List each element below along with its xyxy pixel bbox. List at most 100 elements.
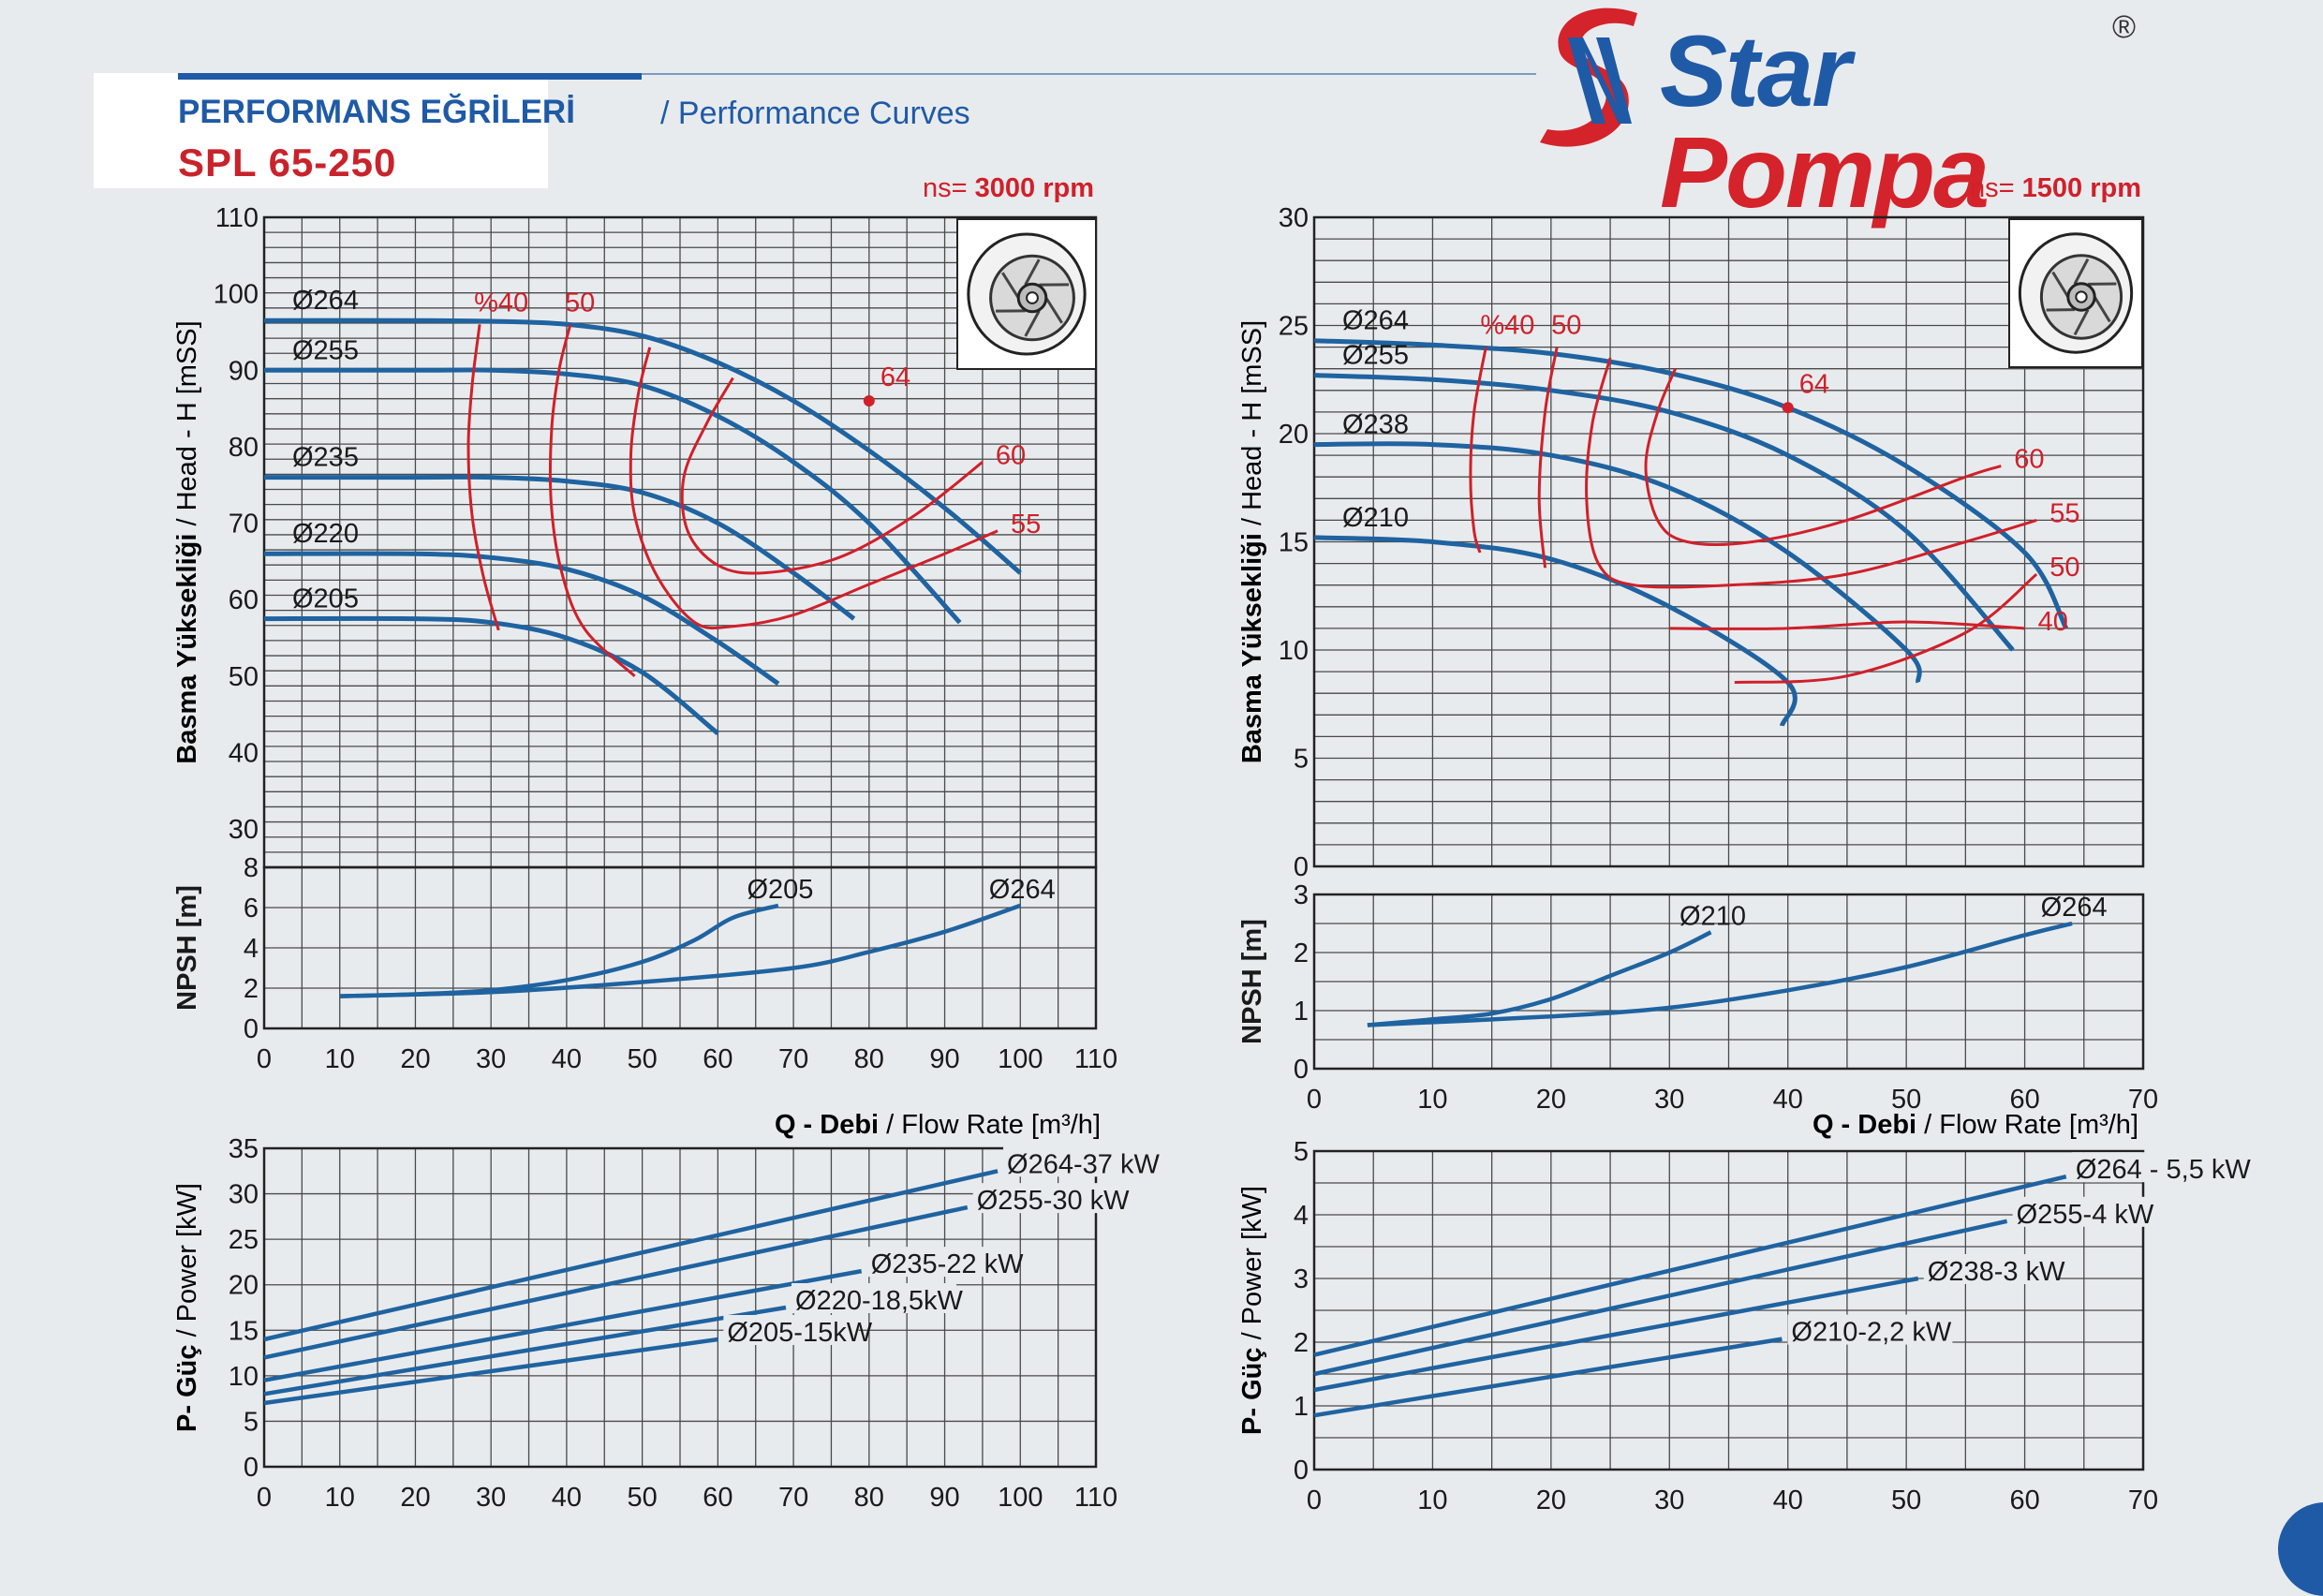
- best-efficiency-label: 64: [880, 362, 910, 392]
- head-curve: [1314, 538, 1795, 726]
- power-left-x-tick-label: 0: [257, 1483, 272, 1513]
- power-left-y-tick-label: 10: [229, 1362, 259, 1392]
- head-curve-label: Ø205: [292, 584, 359, 614]
- power-right-x-tick-label: 60: [2009, 1485, 2039, 1515]
- power-left-x-tick-label: 70: [778, 1483, 808, 1513]
- power-left-x-tick-label: 110: [1074, 1483, 1117, 1513]
- efficiency-curve: [682, 378, 983, 574]
- head-axis-title: Basma Yüksekliği / Head - H [mSS]: [1237, 320, 1267, 763]
- npsh-right-y-tick-label: 1: [1294, 997, 1309, 1027]
- npsh-right-x-tick-label: 30: [1654, 1085, 1684, 1115]
- efficiency-label: 55: [2049, 498, 2079, 528]
- power-left-x-tick-label: 50: [628, 1483, 658, 1513]
- power-right-x-tick-label: 70: [2128, 1485, 2158, 1515]
- power-left-y-tick-label: 5: [244, 1407, 259, 1437]
- efficiency-label: 55: [1011, 510, 1041, 539]
- power-left-y-tick-label: 25: [229, 1225, 259, 1255]
- head-curve: [1314, 376, 2013, 650]
- impeller-bore: [1027, 292, 1038, 303]
- head-left-y-tick-label: 60: [229, 585, 259, 615]
- power-right-x-tick-label: 10: [1417, 1485, 1447, 1515]
- performance-charts: ns= 3000 rpm30405060708090100110Ø264Ø255…: [0, 0, 2323, 1547]
- npsh-curve-label: Ø210: [1679, 901, 1746, 931]
- npsh-left-x-tick-label: 50: [628, 1044, 658, 1074]
- head-curve-label: Ø220: [292, 519, 359, 549]
- npsh-left-x-tick-label: 30: [476, 1044, 506, 1074]
- flow-axis-title-bold: Q - Debi: [775, 1110, 879, 1140]
- flow-axis-title: Q - Debi / Flow Rate [m³/h]: [775, 1110, 1101, 1140]
- power-right-y-tick-label: 4: [1294, 1201, 1309, 1231]
- power-right-x-tick-label: 20: [1536, 1485, 1566, 1515]
- head-right-y-tick-label: 15: [1279, 528, 1309, 558]
- speed-label-right: ns= 1500 rpm: [1970, 173, 2141, 203]
- head-left-y-tick-label: 110: [215, 203, 259, 233]
- efficiency-label: %40: [474, 288, 528, 318]
- impeller-bore: [2076, 291, 2086, 302]
- power-left-x-tick-label: 100: [998, 1483, 1043, 1513]
- head-right-y-tick-label: 10: [1279, 636, 1309, 666]
- power-axis-title-rest: / Power [kW]: [1237, 1186, 1267, 1347]
- power-left-x-tick-label: 80: [854, 1483, 884, 1513]
- npsh-right-y-tick-label: 2: [1294, 938, 1309, 968]
- head-axis-title-rest: / Head - H [mSS]: [1237, 320, 1267, 533]
- npsh-left-x-tick-label: 40: [552, 1044, 582, 1074]
- npsh-curve-label: Ø205: [747, 875, 813, 905]
- head-curve-label: Ø238: [1342, 410, 1409, 440]
- npsh-axis-title: NPSH [m]: [1237, 919, 1267, 1044]
- power-left-x-tick-label: 60: [703, 1483, 732, 1513]
- head-right-y-tick-label: 0: [1294, 852, 1309, 882]
- head-curve-label: Ø210: [1342, 503, 1409, 533]
- speed-value: 3000 rpm: [975, 173, 1094, 203]
- impeller-image-icon: [969, 234, 1085, 354]
- power-right-y-tick-label: 5: [1294, 1137, 1309, 1167]
- power-left-x-tick-label: 10: [325, 1483, 355, 1513]
- power-right-y-tick-label: 1: [1294, 1392, 1309, 1422]
- catalog-page: PERFORMANS EĞRİLERİ / Performance Curves…: [0, 0, 2323, 1547]
- head-left-y-tick-label: 90: [229, 356, 259, 386]
- npsh-left-x-tick-label: 20: [400, 1044, 430, 1074]
- head-right-y-tick-label: 30: [1279, 203, 1309, 233]
- flow-axis-title-rest: / Flow Rate [m³/h]: [879, 1110, 1101, 1140]
- efficiency-curve: [1471, 347, 1486, 553]
- ns-prefix: ns=: [1970, 173, 2022, 203]
- efficiency-label: 40: [2038, 607, 2068, 637]
- efficiency-label: 50: [1551, 311, 1581, 341]
- head-right-y-tick-label: 20: [1279, 420, 1309, 450]
- power-axis-title-bold: P- Güç: [172, 1344, 202, 1431]
- power-curve-label: Ø220-18,5kW: [795, 1286, 964, 1316]
- npsh-axis-title: NPSH [m]: [172, 885, 202, 1011]
- npsh-left-y-tick-label: 2: [244, 974, 259, 1004]
- npsh-curve-label: Ø264: [989, 875, 1056, 905]
- power-axis-title-bold: P- Güç: [1237, 1347, 1267, 1434]
- npsh-left-x-tick-label: 80: [854, 1044, 884, 1074]
- npsh-right-x-tick-label: 10: [1417, 1085, 1447, 1115]
- npsh-right-x-tick-label: 40: [1773, 1085, 1803, 1115]
- flow-axis-title: Q - Debi / Flow Rate [m³/h]: [1813, 1110, 2138, 1140]
- power-curve-label: Ø255-4 kW: [2017, 1200, 2154, 1230]
- npsh-left-y-tick-label: 8: [244, 853, 259, 883]
- power-left-x-tick-label: 40: [552, 1483, 582, 1513]
- npsh-left-x-tick-label: 90: [929, 1044, 959, 1074]
- impeller-image-icon: [2020, 234, 2131, 352]
- head-curve-label: Ø255: [1342, 341, 1409, 371]
- speed-value: 1500 rpm: [2022, 173, 2141, 203]
- efficiency-label: 60: [996, 440, 1026, 470]
- power-curve-label: Ø238-3 kW: [1928, 1257, 2065, 1287]
- head-curve-label: Ø235: [292, 443, 359, 473]
- power-axis-title: P- Güç / Power [kW]: [172, 1183, 202, 1432]
- npsh-left-y-tick-label: 6: [244, 894, 259, 924]
- efficiency-label: 50: [565, 288, 595, 318]
- npsh-curve: [340, 906, 778, 997]
- best-efficiency-point: [864, 395, 875, 406]
- npsh-left-x-tick-label: 10: [325, 1044, 355, 1074]
- npsh-left-x-tick-label: 70: [778, 1044, 808, 1074]
- power-right-y-tick-label: 0: [1294, 1456, 1309, 1485]
- power-axis-title-rest: / Power [kW]: [172, 1183, 202, 1344]
- npsh-right-x-tick-label: 20: [1536, 1085, 1566, 1115]
- npsh-curve-label: Ø264: [2041, 893, 2108, 923]
- power-curve-label: Ø235-22 kW: [871, 1249, 1024, 1279]
- power-left-x-tick-label: 30: [476, 1483, 506, 1513]
- power-left-y-tick-label: 35: [229, 1134, 259, 1164]
- npsh-left-x-tick-label: 60: [703, 1044, 732, 1074]
- head-left-y-tick-label: 30: [229, 815, 259, 845]
